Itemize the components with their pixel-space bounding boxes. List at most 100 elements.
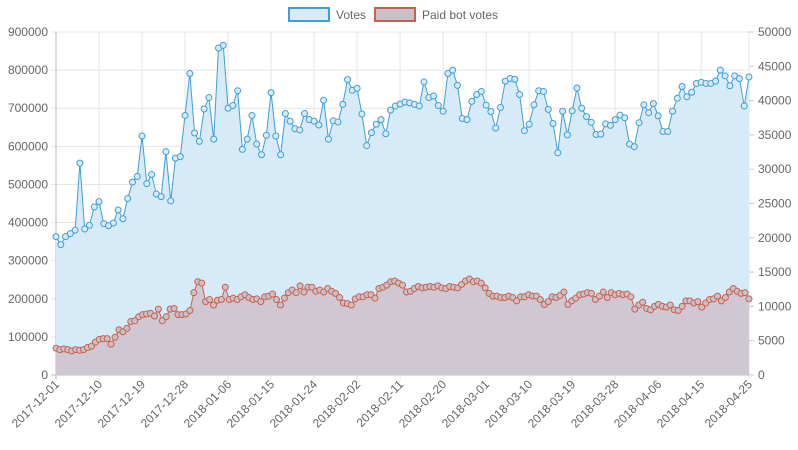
data-point[interactable]: [114, 206, 122, 214]
data-point[interactable]: [148, 171, 156, 179]
data-point[interactable]: [229, 102, 237, 110]
data-point[interactable]: [158, 317, 166, 325]
data-point[interactable]: [377, 116, 385, 124]
data-point[interactable]: [492, 124, 500, 132]
data-point[interactable]: [181, 111, 189, 119]
data-point[interactable]: [678, 83, 686, 90]
data-point[interactable]: [95, 198, 103, 206]
data-point[interactable]: [382, 130, 390, 138]
data-point[interactable]: [353, 84, 361, 92]
data-point[interactable]: [276, 301, 284, 309]
data-point[interactable]: [57, 241, 65, 249]
data-point[interactable]: [210, 301, 217, 309]
data-point[interactable]: [726, 82, 734, 90]
data-point[interactable]: [745, 295, 753, 303]
data-point[interactable]: [272, 132, 280, 140]
data-point[interactable]: [559, 107, 567, 115]
data-point[interactable]: [308, 283, 316, 291]
data-point[interactable]: [583, 113, 590, 121]
data-point[interactable]: [740, 102, 748, 110]
data-point[interactable]: [463, 116, 471, 124]
data-point[interactable]: [103, 335, 111, 343]
data-point[interactable]: [300, 288, 308, 296]
data-point[interactable]: [238, 145, 246, 153]
data-point[interactable]: [157, 193, 165, 201]
data-point[interactable]: [669, 107, 677, 115]
data-point[interactable]: [482, 101, 490, 109]
data-point[interactable]: [666, 301, 674, 309]
data-point[interactable]: [673, 94, 681, 102]
data-point[interactable]: [273, 296, 280, 304]
data-point[interactable]: [415, 102, 423, 110]
data-point[interactable]: [544, 298, 552, 306]
data-point[interactable]: [588, 289, 595, 297]
data-point[interactable]: [735, 75, 743, 82]
data-point[interactable]: [496, 103, 504, 111]
data-point[interactable]: [191, 129, 199, 137]
data-point[interactable]: [525, 120, 533, 128]
data-point[interactable]: [186, 70, 194, 78]
data-point[interactable]: [217, 296, 225, 304]
data-point[interactable]: [714, 292, 721, 300]
data-point[interactable]: [344, 76, 352, 84]
data-point[interactable]: [544, 105, 552, 113]
data-point[interactable]: [296, 126, 304, 134]
data-point[interactable]: [81, 225, 89, 233]
data-point[interactable]: [334, 118, 342, 126]
data-point[interactable]: [621, 114, 629, 122]
data-point[interactable]: [568, 107, 576, 115]
data-point[interactable]: [721, 72, 729, 80]
data-point[interactable]: [520, 127, 528, 135]
legend-votes[interactable]: Votes: [288, 7, 366, 22]
data-point[interactable]: [124, 195, 132, 203]
data-point[interactable]: [611, 116, 619, 124]
data-point[interactable]: [372, 120, 380, 128]
data-point[interactable]: [549, 119, 557, 127]
data-point[interactable]: [554, 149, 562, 157]
data-point[interactable]: [399, 281, 406, 289]
legend-paid-bot-votes[interactable]: Paid bot votes: [374, 7, 498, 22]
data-point[interactable]: [186, 307, 194, 315]
data-point[interactable]: [639, 298, 647, 306]
data-point[interactable]: [336, 293, 343, 301]
data-point[interactable]: [253, 140, 261, 148]
data-point[interactable]: [71, 226, 79, 234]
data-point[interactable]: [62, 233, 70, 241]
data-point[interactable]: [741, 289, 749, 297]
data-point[interactable]: [716, 66, 724, 74]
data-point[interactable]: [599, 288, 607, 296]
data-point[interactable]: [387, 106, 395, 114]
data-point[interactable]: [468, 97, 476, 105]
data-point[interactable]: [154, 305, 162, 313]
data-point[interactable]: [301, 110, 309, 118]
data-point[interactable]: [595, 292, 603, 300]
data-point[interactable]: [109, 219, 117, 227]
data-point[interactable]: [198, 279, 206, 287]
data-point[interactable]: [190, 289, 198, 297]
data-point[interactable]: [206, 296, 214, 304]
data-point[interactable]: [654, 112, 662, 120]
data-point[interactable]: [315, 121, 323, 129]
data-point[interactable]: [195, 137, 203, 145]
data-point[interactable]: [698, 303, 706, 311]
data-point[interactable]: [234, 87, 242, 95]
data-point[interactable]: [358, 110, 366, 118]
data-point[interactable]: [119, 215, 127, 223]
data-point[interactable]: [176, 153, 184, 161]
data-point[interactable]: [85, 221, 93, 229]
data-point[interactable]: [143, 180, 151, 188]
data-point[interactable]: [200, 105, 208, 113]
data-point[interactable]: [150, 312, 158, 320]
data-point[interactable]: [745, 73, 753, 81]
data-point[interactable]: [262, 131, 270, 139]
data-point[interactable]: [332, 289, 340, 297]
data-point[interactable]: [477, 87, 485, 95]
data-point[interactable]: [627, 293, 635, 301]
data-point[interactable]: [66, 230, 74, 238]
data-point[interactable]: [712, 77, 720, 85]
data-point[interactable]: [449, 66, 457, 74]
data-point[interactable]: [281, 110, 289, 118]
data-point[interactable]: [560, 288, 568, 296]
data-point[interactable]: [434, 102, 442, 110]
data-point[interactable]: [678, 302, 686, 310]
